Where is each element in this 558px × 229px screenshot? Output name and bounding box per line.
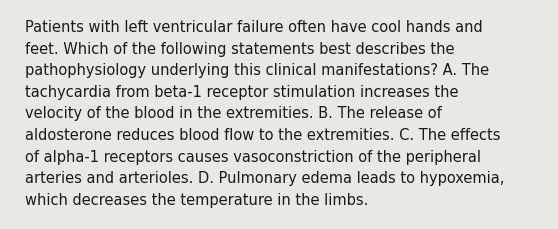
Text: Patients with left ventricular failure often have cool hands and
feet. Which of : Patients with left ventricular failure o… <box>25 20 504 207</box>
